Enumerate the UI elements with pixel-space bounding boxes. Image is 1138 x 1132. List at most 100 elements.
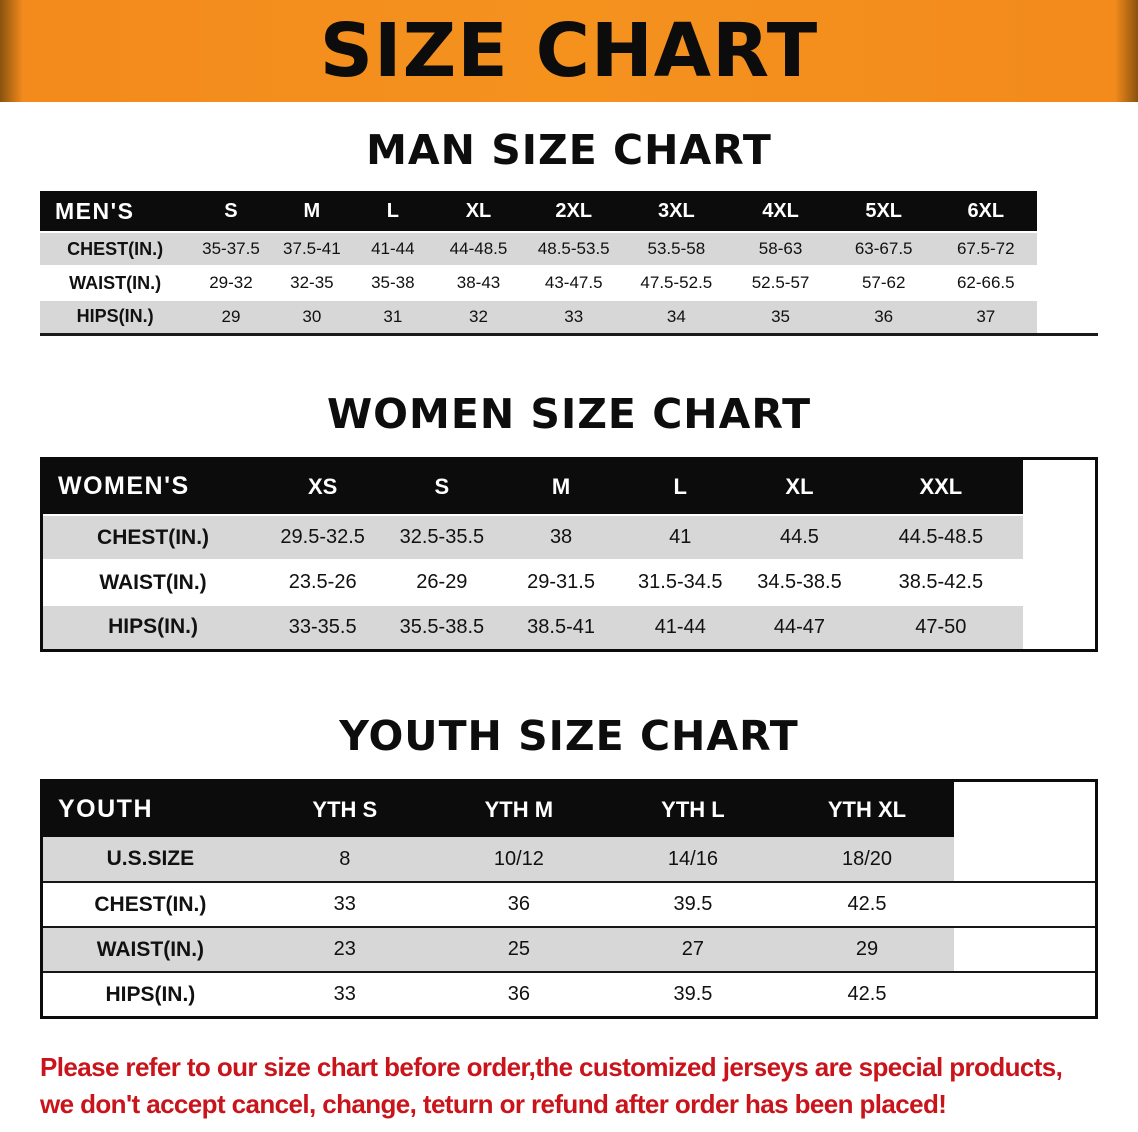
size-value-cell: 27 [681, 938, 705, 961]
size-value-cell: 25 [507, 938, 530, 961]
row-label-cell: U.S.SIZE [106, 847, 195, 871]
size-value-cell: 8 [339, 847, 351, 870]
measurement-row: CHEST(IN.) 33 36 39.5 42.5 [41, 882, 1097, 928]
size-value-cell: 57-62 [861, 273, 906, 293]
row-label-cell: WAIST(IN.) [96, 937, 205, 961]
size-value-cell: 52.5-57 [751, 273, 810, 293]
size-column-header: YTH L [661, 796, 725, 822]
size-column-header: L [673, 473, 687, 499]
size-value-cell: 43-47.5 [544, 273, 603, 293]
size-value-cell: 41-44 [371, 239, 415, 259]
size-column-header: 2XL [555, 199, 593, 222]
page-title: SIZE CHART [319, 8, 819, 94]
measurement-row: WAIST(IN.) 23.5-26 26-29 29-31.5 31.5-34.5 34… [41, 560, 1097, 606]
row-label-cell: HIPS(IN.) [108, 615, 198, 639]
footer-notice: Please refer to our size chart before or… [40, 1049, 1138, 1124]
size-value-cell: 32-35 [290, 273, 334, 293]
row-label-cell: HIPS(IN.) [76, 306, 154, 327]
size-value-cell: 36 [507, 983, 530, 1006]
size-value-cell: 37.5-41 [283, 239, 341, 259]
men-size-table: MEN'S S M L XL 2XL 3XL 4XL 5XL 6XL CHEST(IN.) 35-37… [40, 191, 1098, 336]
measurement-row: CHEST(IN.) 35-37.5 37.5-41 41-44 44-48.5 48.5… [40, 232, 1098, 267]
size-column-header: XL [465, 199, 492, 222]
youth-size-chart-section: YOUTH SIZE CHART YOUTH YTH S YTH M YTH L YTH… [0, 711, 1138, 1019]
size-value-cell: 47-50 [915, 615, 967, 638]
size-column-header: YTH S [312, 796, 378, 822]
size-column-header: S [224, 199, 238, 222]
row-label-cell: WAIST(IN.) [69, 272, 162, 293]
size-value-cell: 58-63 [758, 239, 803, 259]
women-size-chart-section: WOMEN SIZE CHART WOMEN'S XS S M L XL XXL CHEST(… [0, 389, 1138, 652]
size-value-cell: 32.5-35.5 [399, 526, 485, 549]
measurement-row: HIPS(IN.) 29 30 31 32 33 34 35 36 37 [40, 300, 1098, 335]
size-value-cell: 14/16 [667, 847, 718, 870]
size-value-cell: 33 [333, 893, 356, 916]
row-label-cell: CHEST(IN.) [94, 892, 207, 916]
size-column-header: 5XL [865, 199, 903, 222]
size-value-cell: 32 [469, 306, 488, 326]
size-value-cell: 44-47 [773, 615, 826, 638]
size-value-cell: 39.5 [673, 893, 713, 916]
size-value-cell: 29 [855, 938, 879, 961]
size-value-cell: 31 [383, 306, 403, 326]
size-column-header: XS [307, 473, 338, 499]
measurement-row: HIPS(IN.) 33-35.5 35.5-38.5 38.5-41 41-44 44-… [41, 605, 1097, 651]
size-column-header: M [551, 473, 571, 499]
size-column-header: 4XL [762, 199, 799, 222]
size-value-cell: 62-66.5 [956, 273, 1015, 293]
row-label-cell: HIPS(IN.) [105, 982, 196, 1006]
size-value-cell: 35-37.5 [202, 239, 260, 259]
size-value-cell: 23 [333, 938, 356, 961]
measurement-row: HIPS(IN.) 33 36 39.5 42.5 [41, 972, 1097, 1018]
size-value-cell: 34.5-38.5 [757, 571, 842, 594]
size-value-cell: 23.5-26 [288, 571, 357, 594]
size-value-cell: 30 [302, 306, 322, 326]
size-column-header: 3XL [657, 199, 695, 222]
size-value-cell: 29-31.5 [527, 571, 595, 594]
size-value-cell: 35-38 [371, 273, 415, 293]
women-size-table: WOMEN'S XS S M L XL XXL CHEST(IN.) 29.5-32.5 32.5… [40, 456, 1098, 652]
table-title-cell: WOMEN'S [58, 472, 190, 501]
size-value-cell: 29-32 [209, 273, 253, 293]
row-label-cell: CHEST(IN.) [67, 238, 164, 259]
size-value-cell: 63-67.5 [854, 239, 913, 259]
size-value-cell: 36 [507, 893, 530, 916]
measurement-row: CHEST(IN.) 29.5-32.5 32.5-35.5 38 41 44.5 44.5… [41, 515, 1097, 561]
size-value-cell: 38 [549, 526, 573, 549]
header-row: WOMEN'S XS S M L XL XXL [41, 458, 1097, 516]
row-label-cell: WAIST(IN.) [99, 570, 207, 594]
size-column-header: XL [785, 473, 814, 499]
notice-line-1: Please refer to our size chart before or… [40, 1051, 1063, 1082]
row-label-cell: CHEST(IN.) [97, 525, 210, 549]
size-column-header: YTH M [484, 796, 554, 822]
size-value-cell: 39.5 [673, 983, 713, 1006]
banner: SIZE CHART [0, 0, 1138, 102]
measurement-row: WAIST(IN.) 23 25 27 29 [41, 927, 1097, 973]
header-row: YOUTH YTH S YTH M YTH L YTH XL [41, 780, 1097, 838]
measurement-row: WAIST(IN.) 29-32 32-35 35-38 38-43 43-47.5 47.… [40, 266, 1098, 301]
header-row: MEN'S S M L XL 2XL 3XL 4XL 5XL 6XL [40, 191, 1098, 233]
size-value-cell: 33 [564, 306, 584, 326]
size-value-cell: 29 [221, 306, 241, 326]
size-value-cell: 38-43 [456, 273, 501, 293]
size-value-cell: 38.5-42.5 [898, 571, 984, 594]
youth-size-table: YOUTH YTH S YTH M YTH L YTH XL U.S.SIZE 8 10/12… [40, 778, 1098, 1019]
youth-section-heading: YOUTH SIZE CHART [339, 711, 799, 760]
size-value-cell: 31.5-34.5 [638, 571, 723, 594]
size-value-cell: 37 [976, 306, 996, 326]
women-section-heading: WOMEN SIZE CHART [326, 389, 812, 438]
men-size-chart-section: MAN SIZE CHART MEN'S S M L XL 2XL 3XL 4XL 5XL 6XL… [0, 126, 1138, 336]
size-value-cell: 35.5-38.5 [399, 615, 485, 638]
table-title-cell: YOUTH [58, 795, 153, 824]
measurement-row: U.S.SIZE 8 10/12 14/16 18/20 [41, 837, 1097, 883]
notice-line-2: we don't accept cancel, change, teturn o… [40, 1089, 947, 1120]
size-column-header: S [434, 473, 450, 499]
size-value-cell: 44.5-48.5 [898, 526, 984, 549]
size-value-cell: 38.5-41 [527, 615, 595, 638]
size-value-cell: 42.5 [847, 983, 887, 1006]
men-section-heading: MAN SIZE CHART [366, 126, 772, 174]
size-column-header: L [386, 199, 399, 222]
size-value-cell: 10/12 [493, 847, 544, 870]
size-column-header: 6XL [967, 199, 1005, 222]
